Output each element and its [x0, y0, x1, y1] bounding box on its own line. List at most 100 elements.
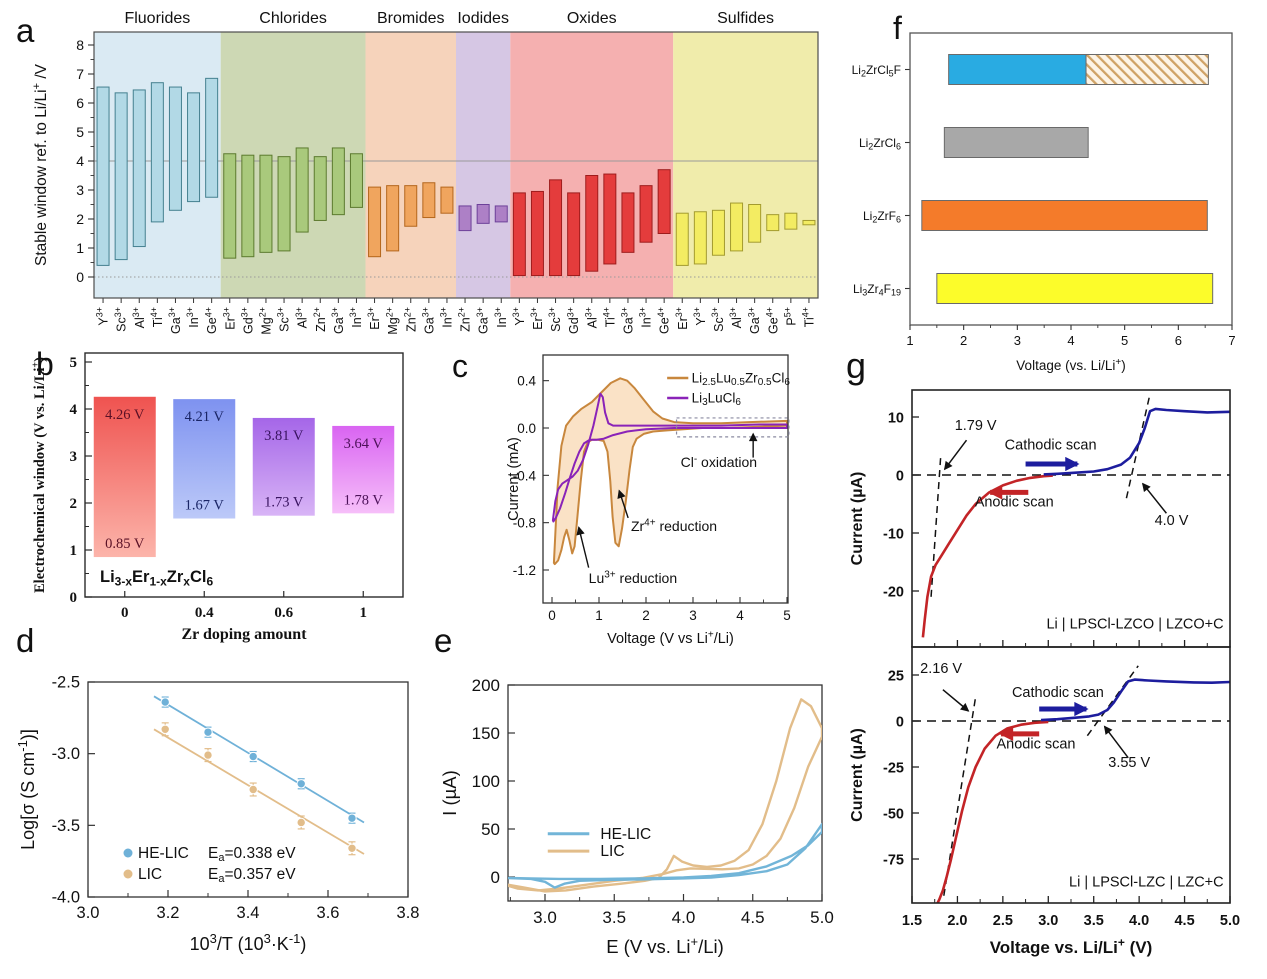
- tspan-shape: 3.4: [237, 904, 260, 922]
- x-tick-label: 2.0: [947, 913, 967, 929]
- dashed-box: [675, 417, 790, 438]
- tspan-shape: Al: [585, 317, 599, 328]
- tspan-shape: Ge: [205, 317, 219, 334]
- y-tick-label: -50: [883, 807, 904, 823]
- tspan-shape: (V): [1125, 938, 1152, 957]
- tspan-shape: 3+: [330, 307, 340, 317]
- range-bar: [349, 153, 363, 208]
- tspan-shape: Al: [296, 317, 310, 328]
- x-tick-label: In3+: [439, 307, 455, 328]
- tspan-shape: 100: [472, 772, 500, 791]
- tspan-shape: 0.5: [731, 377, 745, 388]
- y-tick-label: -20: [883, 585, 904, 601]
- range-bar: [93, 396, 156, 558]
- data-point: [248, 784, 258, 795]
- range-bar: [187, 92, 201, 203]
- cv-curve: [551, 392, 788, 523]
- tspan-shape: Oxides: [567, 10, 617, 27]
- tspan-shape: 19: [891, 287, 901, 297]
- bar-bottom-value: 1.67 V: [185, 498, 225, 514]
- range-bar: [96, 86, 110, 266]
- range-bar: [567, 192, 581, 277]
- range-bar: [368, 186, 382, 258]
- y-axis-label: I (µA): [439, 770, 460, 816]
- tspan-shape: 0.0: [517, 421, 536, 436]
- x-tick-label: Ga3+: [620, 307, 636, 334]
- y-tick-label: 4: [70, 402, 78, 418]
- tspan-shape: 3+: [529, 307, 539, 317]
- x-tick-label: Ga3+: [330, 307, 346, 334]
- tspan-shape: -1: [289, 931, 301, 946]
- y-tick-label: 0: [896, 469, 904, 485]
- range-bar: [277, 156, 291, 252]
- tspan-shape: 2: [642, 608, 650, 623]
- tspan-shape: F: [894, 63, 901, 77]
- tspan-shape: 3+: [294, 307, 304, 317]
- tspan-shape: -1.2: [513, 563, 536, 578]
- tspan-shape: Li: [853, 282, 862, 296]
- x-tick-label: Zn2+: [457, 307, 473, 332]
- x-tick-label: 2: [642, 608, 650, 623]
- tspan-shape: 0.4: [195, 605, 214, 621]
- tspan-shape: Bromides: [377, 10, 445, 27]
- tspan-shape: 2.5: [702, 377, 716, 388]
- y-axis-label: Current (µA): [849, 728, 866, 822]
- tspan-shape: In: [187, 317, 201, 327]
- x-tick-label: 7: [1228, 333, 1235, 348]
- x-tick-label: Er3+: [366, 307, 382, 330]
- y-tick-label: -0.8: [513, 516, 536, 531]
- tspan-shape: 4.5: [741, 908, 765, 927]
- legend-label: HE-LIC: [138, 845, 189, 862]
- tspan-shape: ZrCl: [873, 136, 896, 150]
- bar-bottom-value: 0.85 V: [105, 536, 145, 552]
- bar-top-value: 3.81 V: [264, 428, 304, 444]
- tspan-shape: 4+: [801, 307, 811, 317]
- tspan-shape: -1: [15, 740, 30, 752]
- x-tick-label: 3.5: [602, 908, 626, 927]
- panel-c-chart: 0.40.0-0.4-0.8-1.20 1 2 3 4 5Cl- oxidationZr4…: [506, 354, 791, 647]
- range-bar: [603, 173, 617, 265]
- tspan-shape: 2.0: [947, 913, 967, 929]
- tspan-shape: 4: [1067, 333, 1074, 348]
- frame: [87, 681, 409, 898]
- tspan-shape: LIC: [600, 843, 624, 860]
- arrow: [576, 526, 590, 568]
- y-tick-label: -3.5: [52, 817, 80, 835]
- tspan-shape: 8: [76, 37, 84, 53]
- tspan-shape: Zr: [167, 568, 184, 586]
- curves: [912, 665, 1230, 903]
- tspan-shape: Gd: [241, 317, 255, 334]
- tspan-shape: Li | LPSCl-LZCO | LZCO+C: [1046, 617, 1223, 633]
- tspan-shape: Cl: [772, 371, 785, 386]
- tspan-shape: 5: [70, 355, 78, 371]
- x-tick-label: 5: [783, 608, 791, 623]
- panel-letter-c: c: [452, 348, 468, 384]
- tspan-shape: 3: [70, 449, 78, 465]
- range-bar: [512, 192, 526, 277]
- x-tick-label: Sc3+: [276, 307, 292, 332]
- legend-value: Ea=0.357 eV: [208, 866, 296, 885]
- tspan-shape: 6: [735, 397, 741, 408]
- y-axis-label: Current (µA): [849, 472, 866, 566]
- tspan-shape: +: [31, 362, 42, 368]
- tspan-shape: 4.5: [1174, 913, 1194, 929]
- range-bar-segment: [1085, 54, 1209, 85]
- tspan-shape: Zr: [631, 518, 645, 534]
- range-bar: [802, 219, 816, 226]
- range-bar: [132, 89, 146, 248]
- category-label: Li2ZrCl6: [859, 136, 901, 151]
- tspan-shape: -25: [883, 761, 904, 777]
- x-tick-label: Mg2+: [384, 307, 400, 335]
- bar-bottom-value: 1.73 V: [264, 495, 304, 511]
- tspan-shape: 3+: [366, 307, 376, 317]
- tspan-shape: Er: [223, 317, 237, 330]
- tspan-shape: 4+: [764, 307, 774, 317]
- tspan-shape: 4: [879, 287, 884, 297]
- annotation: Lu3+ reduction: [589, 570, 677, 586]
- data-point: [203, 727, 213, 737]
- tangent-line: [1086, 665, 1139, 737]
- y-tick-label: -10: [883, 527, 904, 543]
- tspan-shape: Chlorides: [259, 10, 327, 27]
